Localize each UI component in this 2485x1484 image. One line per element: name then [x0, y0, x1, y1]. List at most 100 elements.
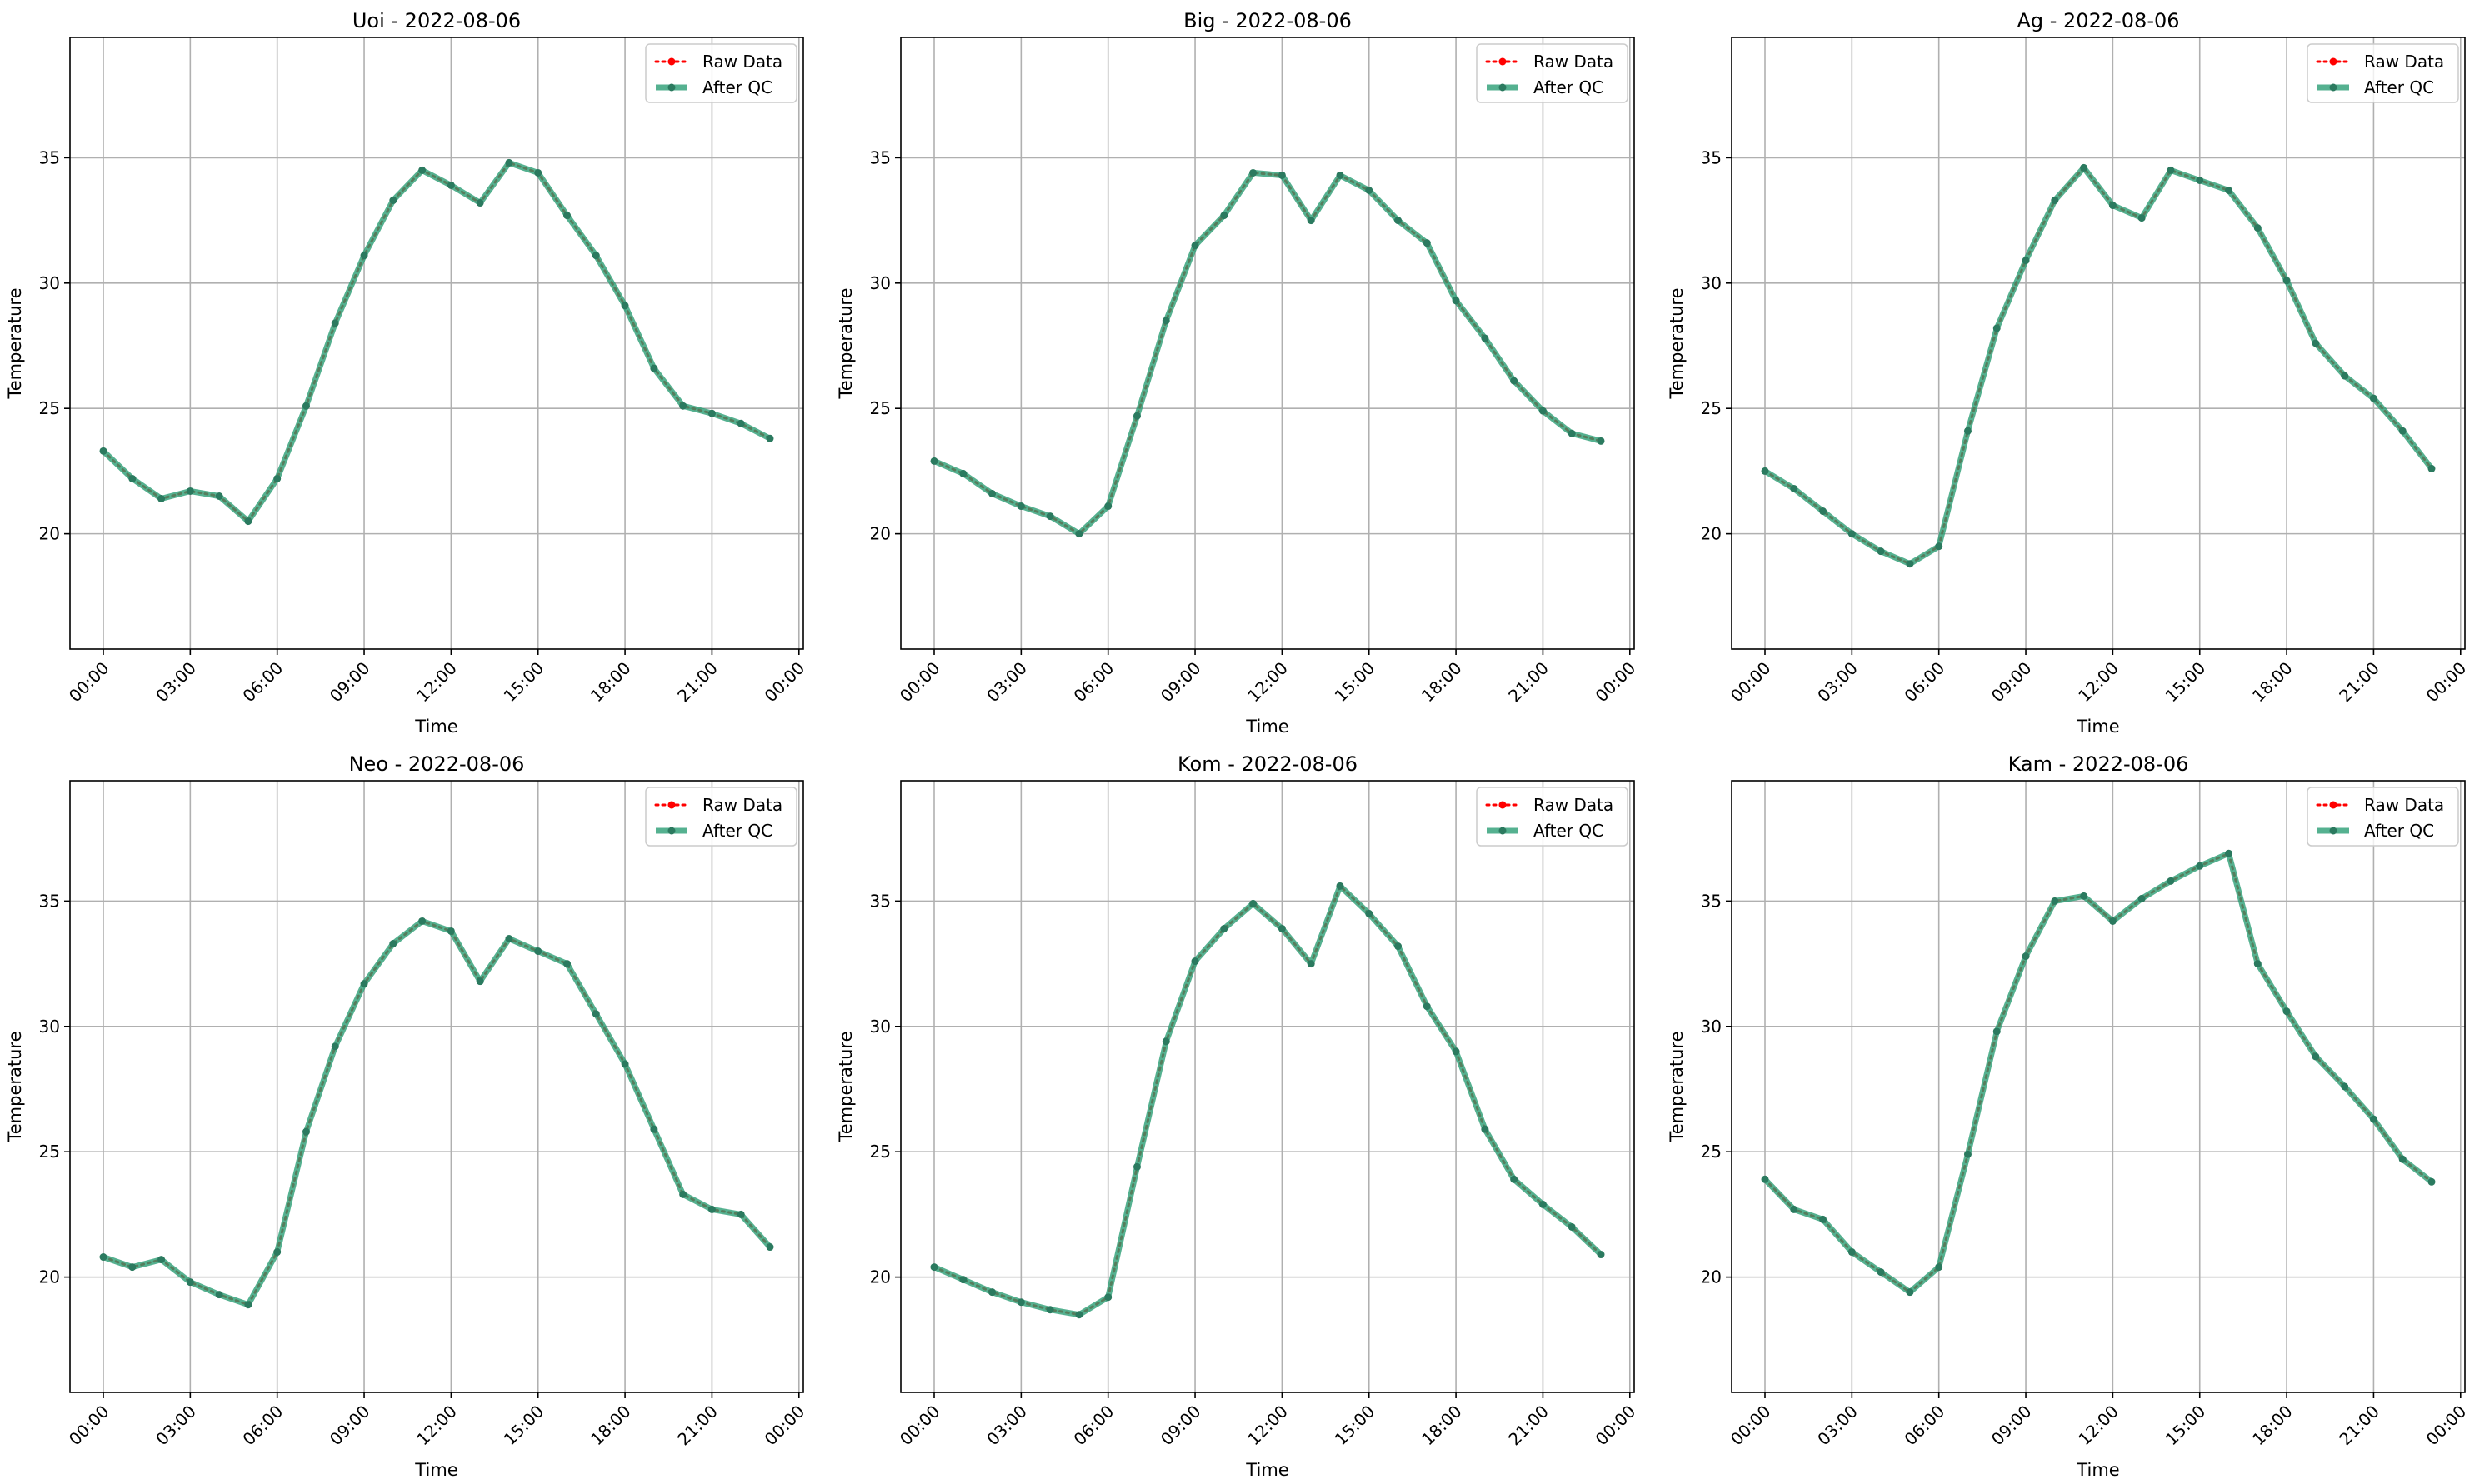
point-after-qc-14 [2167, 166, 2175, 174]
point-after-qc-4 [1877, 1268, 1885, 1277]
point-after-qc-20 [1510, 377, 1518, 385]
axes-frame [1731, 37, 2466, 650]
point-after-qc-14 [505, 935, 513, 943]
point-after-qc-6 [1935, 542, 1943, 551]
point-after-qc-17 [1422, 1002, 1431, 1011]
point-after-qc-20 [679, 402, 688, 410]
y-axis-label: Temperature [5, 287, 25, 399]
point-after-qc-21 [1538, 407, 1547, 415]
y-tick-label: 25 [1701, 398, 1722, 418]
point-after-qc-10 [2051, 197, 2059, 205]
point-after-qc-4 [1046, 1306, 1054, 1314]
y-tick-label: 30 [39, 1017, 60, 1037]
point-after-qc-23 [2428, 1177, 2436, 1186]
y-tick-label: 25 [39, 1142, 60, 1162]
chart-title: Ag - 2022-08-06 [2017, 9, 2179, 32]
legend-marker-after-qc [2329, 827, 2338, 835]
legend-marker-raw-data [2329, 801, 2338, 809]
point-after-qc-17 [592, 1010, 600, 1018]
y-tick-label: 30 [870, 1017, 891, 1037]
point-after-qc-16 [2225, 187, 2233, 194]
point-after-qc-0 [930, 1263, 938, 1272]
point-after-qc-21 [1538, 1200, 1547, 1208]
chart-title: Big - 2022-08-06 [1183, 9, 1352, 32]
point-after-qc-7 [302, 402, 310, 410]
point-after-qc-22 [737, 419, 745, 427]
point-after-qc-13 [2138, 894, 2146, 902]
point-after-qc-12 [1278, 924, 1286, 932]
point-after-qc-21 [708, 409, 716, 417]
axes-frame [1731, 780, 2466, 1393]
point-after-qc-22 [2398, 427, 2407, 435]
point-after-qc-12 [1278, 171, 1286, 179]
point-after-qc-7 [1132, 412, 1141, 420]
point-after-qc-3 [1848, 530, 1856, 538]
legend-label-raw-data: Raw Data [702, 795, 782, 815]
point-after-qc-2 [988, 489, 997, 497]
plot-area [70, 781, 803, 1392]
y-tick-label: 25 [870, 1142, 891, 1162]
point-after-qc-18 [2282, 1007, 2291, 1016]
point-after-qc-14 [1336, 171, 1344, 179]
point-after-qc-8 [1162, 317, 1170, 325]
y-tick-label: 35 [1701, 891, 1722, 911]
point-after-qc-19 [2312, 1052, 2320, 1061]
point-after-qc-22 [737, 1210, 745, 1218]
legend-marker-raw-data [668, 57, 676, 66]
axes-frame [900, 780, 1635, 1393]
point-after-qc-13 [2138, 214, 2146, 222]
chart-title: Uoi - 2022-08-06 [352, 9, 521, 32]
point-after-qc-13 [476, 977, 484, 986]
point-after-qc-1 [128, 474, 137, 482]
point-after-qc-17 [2253, 224, 2262, 232]
point-after-qc-17 [1422, 239, 1431, 247]
grid [901, 781, 1634, 1392]
point-after-qc-22 [2398, 1155, 2407, 1163]
point-after-qc-7 [1963, 427, 1972, 435]
point-after-qc-9 [2022, 952, 2030, 961]
point-after-qc-15 [1365, 909, 1373, 917]
point-after-qc-7 [1963, 1150, 1972, 1158]
point-after-qc-0 [99, 447, 108, 455]
y-tick-label: 25 [39, 398, 60, 418]
point-after-qc-15 [1365, 187, 1373, 194]
grid [70, 781, 803, 1392]
y-tick-label: 30 [870, 273, 891, 293]
point-after-qc-21 [708, 1205, 716, 1213]
legend: Raw Data After QC [645, 787, 798, 847]
point-after-qc-18 [2282, 277, 2291, 285]
legend: Raw Data After QC [1476, 43, 1628, 103]
point-after-qc-13 [1307, 960, 1315, 968]
point-after-qc-11 [2080, 892, 2088, 900]
point-after-qc-6 [273, 474, 282, 482]
point-after-qc-23 [2428, 464, 2436, 472]
y-tick-label: 20 [39, 1267, 60, 1287]
point-after-qc-1 [128, 1263, 137, 1272]
y-tick-label: 35 [1701, 147, 1722, 167]
point-after-qc-23 [766, 434, 774, 442]
point-after-qc-7 [1132, 1162, 1141, 1171]
legend: Raw Data After QC [645, 43, 798, 103]
legend-label-after-qc: After QC [702, 821, 772, 841]
point-after-qc-10 [1220, 212, 1228, 220]
series-points-after-qc [930, 882, 1605, 1319]
series-points-after-qc [930, 168, 1605, 538]
point-after-qc-5 [1906, 560, 1914, 568]
point-after-qc-19 [650, 364, 658, 372]
legend-marker-raw-data [2329, 57, 2338, 66]
point-after-qc-20 [1510, 1175, 1518, 1183]
chart-title: Kam - 2022-08-06 [2008, 752, 2189, 776]
y-tick-label: 35 [870, 891, 891, 911]
point-after-qc-7 [302, 1127, 310, 1136]
legend-marker-after-qc [1498, 827, 1507, 835]
point-after-qc-4 [1877, 547, 1885, 556]
point-after-qc-8 [1992, 324, 2001, 332]
legend-label-after-qc: After QC [1533, 821, 1603, 841]
legend-label-after-qc: After QC [2364, 77, 2434, 97]
y-tick-label: 30 [1701, 273, 1722, 293]
point-after-qc-11 [1249, 899, 1258, 907]
point-after-qc-4 [1046, 512, 1054, 521]
